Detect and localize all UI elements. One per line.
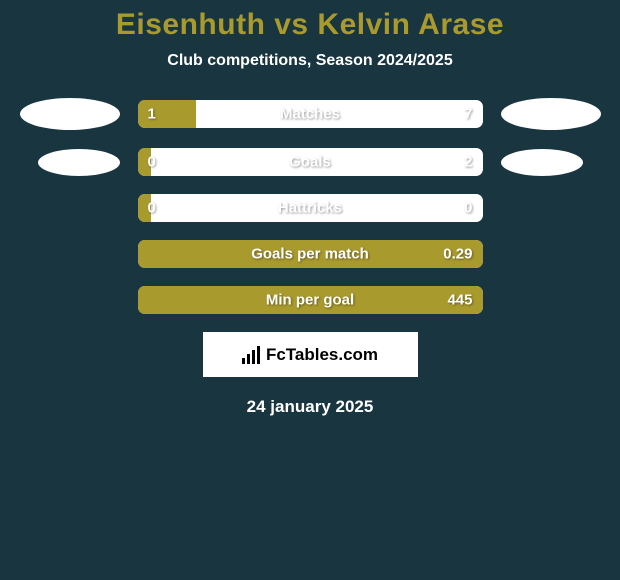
page-subtitle: Club competitions, Season 2024/2025 [0,52,620,70]
stat-bar: Goals per match 0.29 [138,240,483,268]
logo-box: FcTables.com [203,332,418,377]
stat-left-value: 0 [148,154,156,171]
stat-left-value: 0 [148,200,156,217]
stat-label: Hattricks [278,200,342,217]
logo-text: FcTables.com [266,345,378,365]
stat-right-value: 2 [464,154,472,171]
stat-row: Goals per match 0.29 [20,240,600,268]
stat-bar: 0 Hattricks 0 [138,194,483,222]
page-title: Eisenhuth vs Kelvin Arase [0,0,620,42]
left-oval [38,149,120,176]
left-oval [20,98,120,130]
stat-label: Goals [289,154,331,171]
stat-bar: 0 Goals 2 [138,148,483,176]
stat-bar: 1 Matches 7 [138,100,483,128]
stat-row: 0 Goals 2 [20,148,600,176]
stat-right-value: 7 [464,106,472,123]
stat-left-value: 1 [148,106,156,123]
stat-right-value: 0.29 [443,246,472,263]
date-label: 24 january 2025 [0,397,620,417]
stat-label: Min per goal [266,292,354,309]
comparison-infographic: Eisenhuth vs Kelvin Arase Club competiti… [0,0,620,580]
stats-area: 1 Matches 7 0 Goals 2 0 Hattricks 0 Goals per mat… [0,98,620,314]
stat-row: Min per goal 445 [20,286,600,314]
right-oval [501,149,583,176]
stat-right-value: 445 [447,292,472,309]
stat-right-value: 0 [464,200,472,217]
stat-label: Matches [280,106,340,123]
stat-bar: Min per goal 445 [138,286,483,314]
stat-row: 0 Hattricks 0 [20,194,600,222]
stat-bar-fill [138,100,197,128]
stat-row: 1 Matches 7 [20,98,600,130]
chart-icon [242,346,260,364]
right-oval [501,98,601,130]
stat-label: Goals per match [251,246,369,263]
